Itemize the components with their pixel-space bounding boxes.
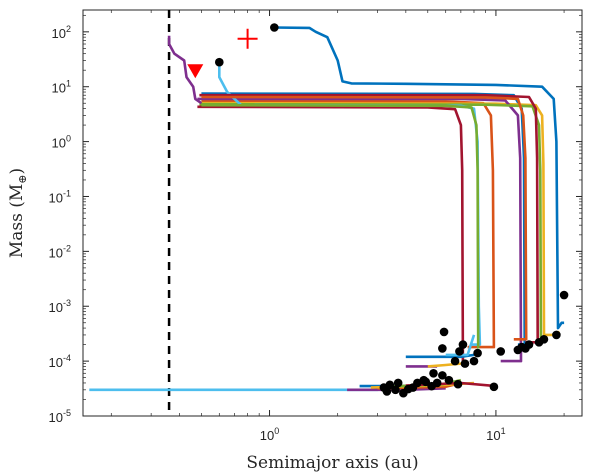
data-dot-16 [455,347,464,356]
y-tick-label-6: 10-3 [49,298,71,315]
data-dot-32 [382,387,392,396]
data-dot-6 [534,338,544,347]
red-triangle-marker [187,64,204,79]
series-line-1 [274,26,565,330]
dots-layer [215,23,569,398]
x-axis-label: Semimajor axis (au) [246,453,418,473]
data-dot-13 [469,356,479,366]
data-dot-27 [393,378,403,388]
series-line-21 [445,334,476,357]
series-line-11 [201,103,480,349]
data-dot-9 [521,344,530,353]
data-dot-15 [450,356,460,366]
data-dot-17 [439,327,449,337]
data-dot-10 [513,345,523,355]
y-tick-label-8: 10-5 [49,408,71,425]
data-dot-12 [473,348,482,358]
data-dot-36 [419,375,429,385]
data-dot-11 [496,347,506,356]
data-dot-3 [559,290,569,300]
y-tick-label-5: 10-2 [49,243,71,260]
data-dot-4 [552,330,561,340]
data-dot-37 [453,379,463,389]
data-dot-14 [460,359,470,368]
data-dot-18 [458,340,468,349]
series-line-20 [405,353,475,359]
x-tick-label-2: 101 [486,426,505,443]
data-dot-30 [391,385,400,395]
y-tick-label-3: 100 [52,134,71,151]
y-axis-label: Mass (M⊕) [7,168,29,258]
y-tick-label-1: 102 [52,24,71,41]
data-dot-2 [215,57,224,67]
y-tick-label-7: 10-4 [49,353,71,370]
markers-layer [187,28,258,79]
series-line-3 [201,99,496,349]
y-tick-label-4: 10-1 [49,188,71,205]
series-line-5 [197,97,523,363]
series-line-12 [167,35,203,105]
series-line-8 [197,105,465,362]
data-dot-22 [444,375,454,385]
plot-area [82,9,583,417]
data-dot-34 [427,381,436,391]
ticks-layer: 102 101 100 10-1 10-2 10-3 10-4 10-5 100 101 [49,10,582,443]
data-dot-19 [438,344,447,353]
data-dot-20 [429,368,438,378]
data-dot-21 [438,371,447,380]
series-line-10 [201,95,528,341]
data-dot-1 [270,23,279,32]
red-plus-marker [237,28,258,49]
y-tick-label-2: 101 [52,79,71,96]
plot-frame [82,9,583,417]
data-dot-35 [489,382,499,392]
x-tick-label-1: 100 [260,426,279,443]
data-dot-33 [403,384,413,394]
